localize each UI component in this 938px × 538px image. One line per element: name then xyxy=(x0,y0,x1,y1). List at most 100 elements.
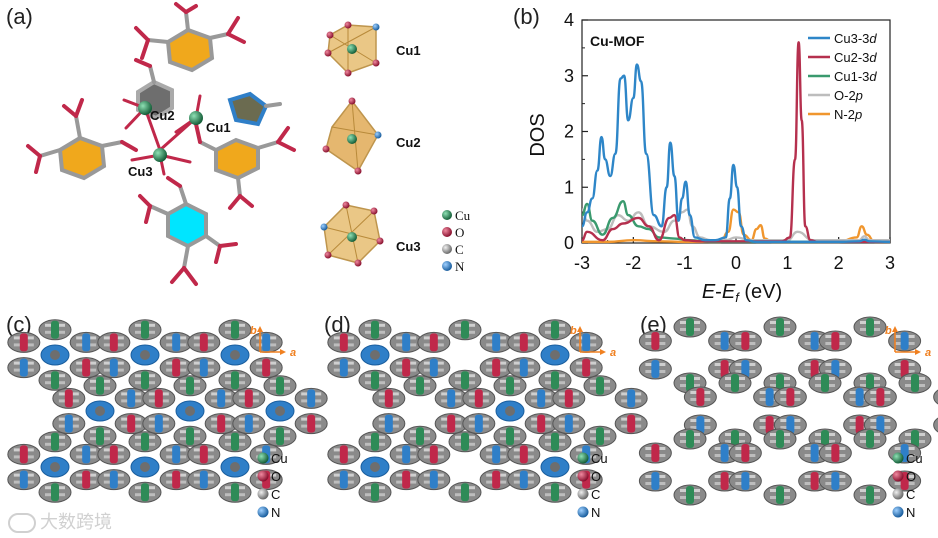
x-tick-label: 1 xyxy=(782,253,792,273)
cu3-label: Cu3 xyxy=(128,164,153,179)
legend-c-label: C xyxy=(906,487,915,502)
legend-cu-dot xyxy=(257,452,269,464)
pore-cell xyxy=(552,375,648,447)
cu3-polyhedron xyxy=(320,201,384,267)
poly-cu2-label: Cu2 xyxy=(396,135,421,150)
legend-o: O xyxy=(455,225,464,240)
pore-cell xyxy=(863,372,938,450)
legend-n-dot xyxy=(257,506,269,518)
cu1-atom xyxy=(189,111,203,125)
panel-label-b: (b) xyxy=(513,4,540,29)
panel-label-a: (a) xyxy=(6,4,33,29)
cu3-atom xyxy=(153,148,167,162)
legend-label: Cu2-3d xyxy=(834,50,877,65)
pore-cell xyxy=(372,375,468,447)
chart-title: Cu-MOF xyxy=(590,33,645,49)
element-legend-a: Cu O C N xyxy=(442,208,471,274)
y-tick-label: 2 xyxy=(564,122,574,142)
legend-label: N-2p xyxy=(834,107,862,122)
pore-cell xyxy=(327,319,423,391)
y-axis-label: DOS xyxy=(527,113,549,156)
legend-c-dot xyxy=(577,488,589,500)
legend-label: Cu3-3d xyxy=(834,31,877,46)
legend-o-label: O xyxy=(271,469,281,484)
legend-cu-dot xyxy=(892,452,904,464)
pore-cell xyxy=(187,431,283,503)
legend-o-label: O xyxy=(906,469,916,484)
b-axis-label: b xyxy=(250,325,257,337)
series-line-N-2p xyxy=(581,208,890,244)
legend-o-label: O xyxy=(591,469,601,484)
y-tick-label: 0 xyxy=(564,233,574,253)
poly-cu1-label: Cu1 xyxy=(396,43,421,58)
y-tick-label: 3 xyxy=(564,66,574,86)
series-line-Cu3-3d xyxy=(581,63,891,244)
legend-c: C xyxy=(455,242,464,257)
linker-ring-right xyxy=(194,122,296,210)
pore-cell xyxy=(7,319,103,391)
coordination-polyhedra: Cu1 Cu2 Cu3 xyxy=(320,21,421,267)
x-tick-label: 3 xyxy=(885,253,895,273)
x-tick-label: 2 xyxy=(834,253,844,273)
y-tick-label: 1 xyxy=(564,177,574,197)
pore-cell xyxy=(232,375,328,447)
framework-e: b a Cu OCN xyxy=(638,316,938,520)
framework-d: b a Cu OCN xyxy=(327,319,648,520)
pore-cell xyxy=(52,375,148,447)
legend-n-label: N xyxy=(271,505,280,520)
legend-cu-dot xyxy=(577,452,589,464)
pore-cell xyxy=(507,431,603,503)
x-axis-label: E-Ef (eV) xyxy=(702,281,782,305)
legend-cu: Cu xyxy=(455,208,471,223)
legend-n-label: N xyxy=(906,505,915,520)
pore-cell xyxy=(417,319,513,391)
legend-o-dot xyxy=(892,470,904,482)
a-axis-label: a xyxy=(610,347,616,359)
pore-cell xyxy=(142,375,238,447)
watermark-logo-icon xyxy=(8,513,36,533)
legend-c-label: C xyxy=(591,487,600,502)
pyrazole-ring xyxy=(227,91,282,127)
pore-cell xyxy=(638,316,742,394)
watermark: 大数跨境 xyxy=(8,508,112,534)
legend-o-dot xyxy=(577,470,589,482)
legend-cu-label: Cu xyxy=(271,451,288,466)
linker-ring-bottom xyxy=(138,176,238,286)
pore-cell xyxy=(327,431,423,503)
x-tick-label: 0 xyxy=(731,253,741,273)
y-tick-label: 4 xyxy=(564,10,574,30)
legend-cu-label: Cu xyxy=(906,451,923,466)
series-line-Cu2-3d xyxy=(581,41,890,244)
pore-cell xyxy=(507,319,603,391)
coordination-structure: Cu2 Cu1 Cu3 xyxy=(26,2,296,286)
dos-chart: -3 -2 -1 0 1 2 3 0 1 2 3 4 Cu-MOF DOS E-Ef (eV) Cu3… xyxy=(527,10,895,305)
legend-n-label: N xyxy=(591,505,600,520)
a-axis-label: a xyxy=(290,347,296,359)
framework-c: b a Cu OCN xyxy=(7,319,328,520)
cu2-label: Cu2 xyxy=(150,108,175,123)
legend-c-dot xyxy=(892,488,904,500)
series-line-O-2p xyxy=(581,208,890,242)
chart-legend: Cu3-3d Cu2-3d Cu1-3d O-2p N-2p xyxy=(808,31,877,122)
legend-n-dot xyxy=(892,506,904,518)
pore-cell xyxy=(773,372,877,450)
cu2-atom xyxy=(138,101,152,115)
a-axis-label: a xyxy=(925,347,931,359)
linker-ring-left xyxy=(26,98,138,181)
poly-cu3-label: Cu3 xyxy=(396,239,421,254)
pore-cell xyxy=(187,319,283,391)
x-tick-label: -1 xyxy=(677,253,693,273)
legend-c-dot xyxy=(257,488,269,500)
legend-n-dot xyxy=(577,506,589,518)
cu2-polyhedron xyxy=(322,97,382,175)
cu1-label: Cu1 xyxy=(206,120,231,135)
legend-n: N xyxy=(455,259,465,274)
legend-c-label: C xyxy=(271,487,280,502)
pore-cell xyxy=(728,428,832,506)
x-tick-label: -3 xyxy=(574,253,590,273)
legend-label: Cu1-3d xyxy=(834,69,877,84)
legend-cu-label: Cu xyxy=(591,451,608,466)
cu1-polyhedron xyxy=(324,21,380,77)
legend-o-dot xyxy=(257,470,269,482)
